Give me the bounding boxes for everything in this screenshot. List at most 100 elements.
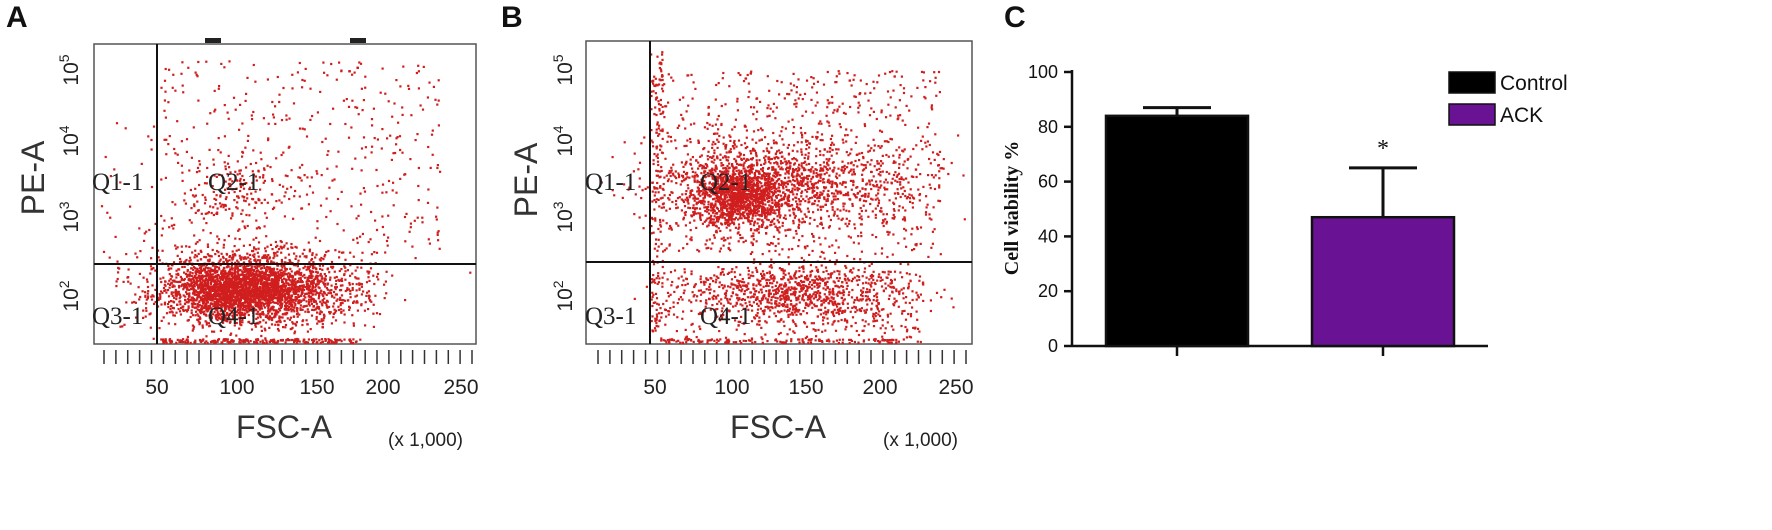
scatter-point — [351, 282, 354, 286]
scatter-point — [170, 292, 173, 296]
scatter-point — [261, 285, 264, 288]
scatter-point — [252, 280, 255, 283]
scatter-point — [253, 340, 256, 343]
scatter-point — [178, 297, 181, 300]
scatter-point — [229, 255, 232, 258]
scatter-point — [218, 85, 221, 88]
scatter-point — [236, 277, 239, 280]
scatter-point — [348, 70, 351, 73]
scatter-point — [106, 211, 109, 214]
scatter-point — [263, 299, 266, 302]
scatter-point — [280, 258, 283, 262]
scatter-point — [365, 294, 368, 297]
scatter-point — [360, 304, 363, 307]
scatter-point — [208, 294, 211, 297]
scatter-point — [309, 328, 312, 331]
scatter-point — [293, 330, 297, 333]
scatter-point — [221, 289, 224, 292]
scatter-point — [292, 299, 295, 302]
scatter-point — [247, 268, 250, 271]
scatter-point — [245, 257, 248, 260]
scatter-point — [343, 299, 346, 302]
scatter-point — [255, 236, 258, 239]
scatter-point — [124, 127, 127, 130]
scatter-point — [692, 206, 695, 210]
scatter-point — [381, 183, 385, 186]
scatter-point — [259, 320, 262, 324]
scatter-point — [244, 200, 247, 203]
scatter-point — [200, 306, 203, 309]
scatter-point — [139, 295, 142, 299]
scatter-point — [223, 280, 226, 284]
scatter-point — [254, 278, 257, 281]
scatter-point — [338, 250, 341, 253]
scatter-point — [323, 315, 326, 318]
scatter-point — [279, 297, 282, 300]
scatter-point — [267, 309, 270, 312]
scatter-point — [208, 295, 211, 299]
scatter-point — [264, 337, 267, 340]
scatter-point — [360, 87, 363, 90]
scatter-point — [203, 202, 207, 205]
scatter-point — [223, 298, 226, 301]
scatter-point — [259, 267, 263, 270]
scatter-point — [187, 301, 190, 304]
scatter-point — [316, 278, 319, 282]
scatter-point — [240, 256, 243, 259]
scatter-point — [229, 277, 232, 280]
scatter-point — [218, 294, 221, 297]
scatter-point — [239, 269, 242, 272]
scatter-point — [216, 235, 219, 238]
scatter-point — [322, 294, 325, 297]
scatter-point — [317, 292, 321, 295]
scatter-point — [278, 309, 282, 312]
scatter-point — [329, 278, 332, 281]
scatter-point — [313, 266, 316, 269]
scatter-point — [197, 293, 200, 296]
scatter-point — [144, 315, 147, 318]
scatter-point — [236, 173, 239, 176]
scatter-point — [186, 270, 189, 273]
scatter-point — [355, 300, 359, 303]
scatter-point — [316, 311, 319, 314]
scatter-point — [271, 193, 274, 196]
scatter-point — [115, 122, 119, 125]
scatter-point — [239, 169, 242, 172]
scatter-point — [237, 304, 240, 307]
scatter-point — [436, 164, 439, 167]
scatter-point — [168, 68, 171, 71]
scatter-point — [372, 107, 375, 110]
scatter-point — [294, 278, 297, 281]
scatter-point — [205, 304, 208, 307]
scatter-point — [254, 292, 257, 295]
scatter-point — [191, 304, 194, 307]
scatter-point — [200, 290, 203, 293]
scatter-point — [165, 153, 168, 156]
scatter-point — [244, 256, 247, 259]
scatter-point — [231, 212, 234, 215]
scatter-point — [343, 321, 346, 324]
scatter-point — [176, 120, 179, 123]
scatter-point — [222, 269, 225, 272]
scatter-point — [230, 303, 234, 306]
scatter-point — [703, 203, 706, 206]
scatter-point — [271, 290, 274, 293]
scatter-point — [289, 186, 293, 189]
scatter-point — [274, 323, 277, 326]
scatter-point — [209, 255, 212, 258]
scatter-point — [202, 313, 206, 316]
scatter-point — [291, 303, 294, 306]
scatter-point — [194, 211, 197, 214]
scatter-point — [192, 279, 195, 282]
scatter-point — [275, 157, 278, 160]
scatter-point — [310, 298, 313, 301]
scatter-point — [332, 312, 335, 316]
scatter-point — [174, 323, 177, 326]
scatter-point — [204, 303, 207, 306]
scatter-point — [193, 299, 196, 302]
scatter-point — [283, 308, 286, 311]
scatter-point — [715, 175, 718, 178]
scatter-point — [264, 315, 267, 318]
scatter-point — [180, 164, 183, 167]
